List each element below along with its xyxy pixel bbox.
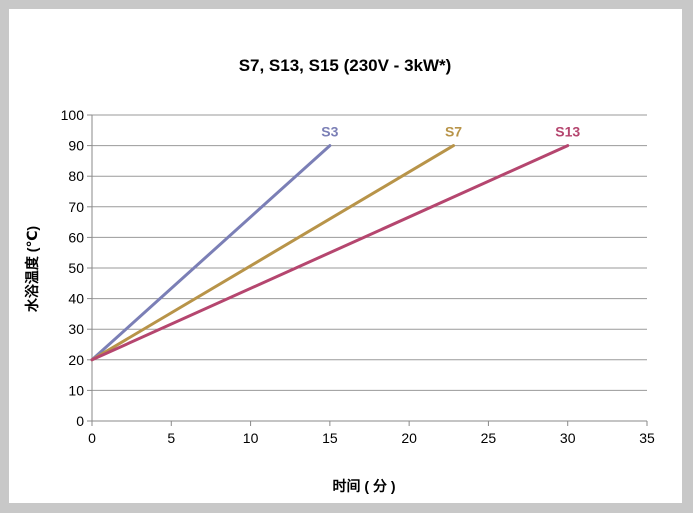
y-tick-labels: 0 10 20 30 40 50 60 70 80 90 100	[61, 107, 85, 429]
chart-title: S7, S13, S15 (230V - 3kW*)	[239, 56, 452, 75]
x-tick-label-0: 0	[88, 430, 96, 446]
line-chart: S7, S13, S15 (230V - 3kW*) 0102030405060…	[24, 56, 655, 494]
y-tick-label-100: 100	[61, 107, 85, 123]
y-tick-label-10: 10	[68, 382, 84, 398]
y-tick-label-20: 20	[68, 352, 84, 368]
series-label-s3: S3	[321, 124, 338, 140]
x-tick-label-15: 15	[322, 430, 338, 446]
x-axis-label: 时间 ( 分 )	[333, 478, 396, 494]
x-tick-label-25: 25	[481, 430, 497, 446]
y-tick-label-70: 70	[68, 199, 84, 215]
x-tick-label-35: 35	[639, 430, 655, 446]
y-tick-label-90: 90	[68, 138, 84, 154]
x-tick-label-30: 30	[560, 430, 576, 446]
x-tick-labels: 0 5 10 15 20 25 30 35	[88, 430, 655, 446]
x-tick-label-5: 5	[167, 430, 175, 446]
series-line-s7	[90, 144, 456, 362]
grid-lines	[92, 114, 647, 391]
y-tick-label-30: 30	[68, 321, 84, 337]
series-labels: S3 S7 S13	[321, 124, 580, 140]
series-label-s13: S13	[555, 124, 580, 140]
series-line-s13	[90, 144, 570, 362]
y-tick-label-50: 50	[68, 260, 84, 276]
series-lines	[90, 144, 570, 362]
chart-frame: S7, S13, S15 (230V - 3kW*) 0 10 20 30 40 50 60…	[9, 9, 682, 503]
y-tick-label-40: 40	[68, 291, 84, 307]
y-tick-label-80: 80	[68, 168, 84, 184]
y-tick-label-0: 0	[76, 413, 84, 429]
axes	[87, 114, 648, 426]
series-line-s3	[90, 144, 332, 362]
x-tick-label-10: 10	[243, 430, 259, 446]
x-tick-label-20: 20	[401, 430, 417, 446]
y-axis-label: 水浴温度 (℃)	[24, 226, 40, 312]
series-label-s7: S7	[445, 124, 462, 140]
y-tick-label-60: 60	[68, 229, 84, 245]
